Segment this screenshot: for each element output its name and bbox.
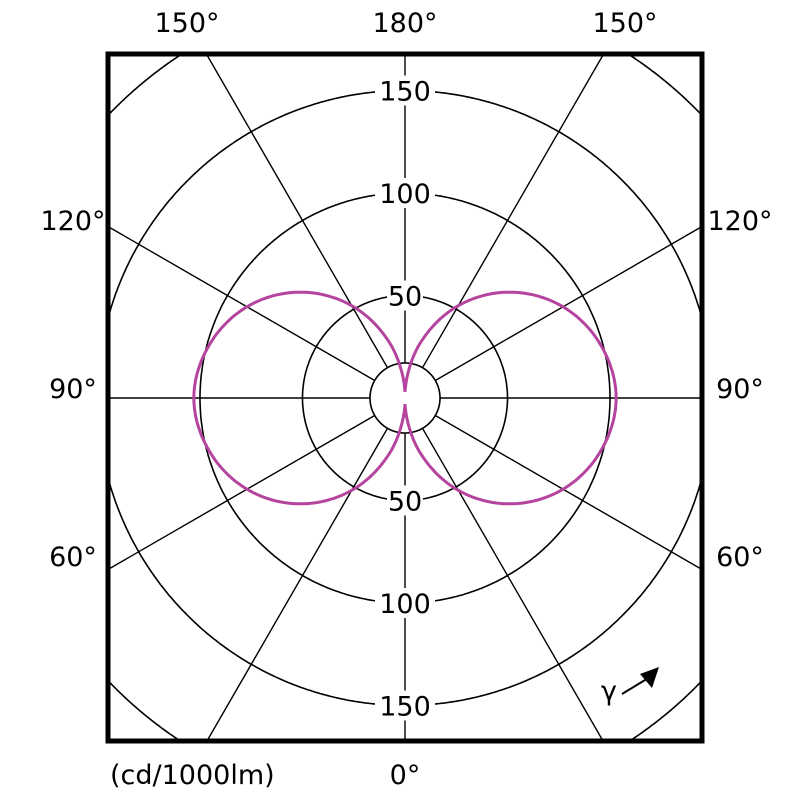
grid-spoke-150 bbox=[421, 53, 605, 369]
radial-tick-labels: 50 50 100 100 150 150 bbox=[375, 75, 435, 723]
grid-spoke-210 bbox=[205, 53, 389, 369]
angle-label-right-120: 120° bbox=[707, 206, 772, 237]
radial-tick-label: 150 bbox=[379, 77, 431, 108]
intensity-curves bbox=[192, 290, 618, 506]
grid-circle-200 bbox=[109, 53, 701, 741]
radial-tick-50-bottom: 50 bbox=[387, 485, 423, 518]
angle-label-right-60: 60° bbox=[716, 542, 764, 573]
angle-label-top-left: 150° bbox=[154, 8, 219, 39]
radial-tick-100-top: 100 bbox=[375, 178, 435, 210]
plot-frame bbox=[105, 51, 705, 744]
radial-tick-label: 50 bbox=[388, 487, 422, 518]
radial-tick-150-bottom: 150 bbox=[375, 690, 435, 723]
unit-label: (cd/1000lm) bbox=[110, 760, 275, 791]
angle-label-bottom: 0° bbox=[390, 760, 421, 791]
polar-grid bbox=[107, 53, 703, 742]
radial-tick-50-top: 50 bbox=[387, 280, 423, 313]
radial-tick-label: 100 bbox=[379, 179, 431, 210]
grid-spoke-300 bbox=[107, 414, 376, 571]
radial-tick-label: 150 bbox=[379, 692, 431, 723]
grid-circle-inner bbox=[369, 362, 441, 434]
radial-tick-100-bottom: 100 bbox=[375, 588, 435, 620]
grid-spoke-30 bbox=[421, 427, 604, 742]
grid-spoke-240 bbox=[107, 225, 376, 382]
intensity-curve-left bbox=[192, 290, 407, 506]
grid-spoke-60 bbox=[434, 414, 703, 571]
intensity-curve-right bbox=[403, 290, 618, 506]
radial-tick-label: 50 bbox=[388, 282, 422, 313]
angle-label-left-60: 60° bbox=[49, 542, 97, 573]
gamma-arrow-head bbox=[640, 667, 659, 688]
radial-tick-150-top: 150 bbox=[375, 75, 435, 108]
gamma-symbol: γ bbox=[601, 676, 617, 707]
angle-label-top-right: 150° bbox=[592, 8, 657, 39]
grid-spoke-330 bbox=[206, 427, 389, 742]
angle-label-left-90: 90° bbox=[49, 374, 97, 405]
angle-label-left-120: 120° bbox=[40, 206, 105, 237]
angle-label-top-center: 180° bbox=[372, 8, 437, 39]
angle-label-right-90: 90° bbox=[716, 374, 764, 405]
radial-tick-label: 100 bbox=[379, 589, 431, 620]
grid-spoke-120 bbox=[434, 225, 703, 382]
